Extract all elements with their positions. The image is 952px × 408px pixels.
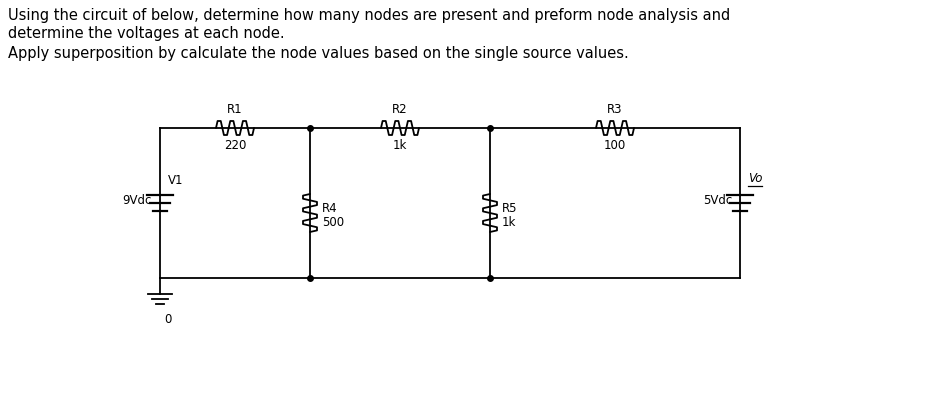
- Text: 0: 0: [164, 313, 171, 326]
- Text: Using the circuit of below, determine how many nodes are present and preform nod: Using the circuit of below, determine ho…: [8, 8, 730, 23]
- Text: 100: 100: [604, 139, 626, 152]
- Text: 500: 500: [322, 215, 344, 228]
- Text: V1: V1: [168, 175, 184, 188]
- Text: 9Vdc: 9Vdc: [123, 193, 152, 206]
- Text: R2: R2: [392, 103, 407, 116]
- Text: Vo: Vo: [748, 173, 763, 186]
- Text: R4: R4: [322, 202, 338, 215]
- Text: determine the voltages at each node.: determine the voltages at each node.: [8, 26, 285, 41]
- Text: R1: R1: [228, 103, 243, 116]
- Text: 1k: 1k: [502, 215, 516, 228]
- Text: 1k: 1k: [393, 139, 407, 152]
- Text: R3: R3: [607, 103, 623, 116]
- Text: 220: 220: [224, 139, 247, 152]
- Text: 5Vdc: 5Vdc: [703, 193, 732, 206]
- Text: R5: R5: [502, 202, 518, 215]
- Text: Apply superposition by calculate the node values based on the single source valu: Apply superposition by calculate the nod…: [8, 46, 628, 61]
